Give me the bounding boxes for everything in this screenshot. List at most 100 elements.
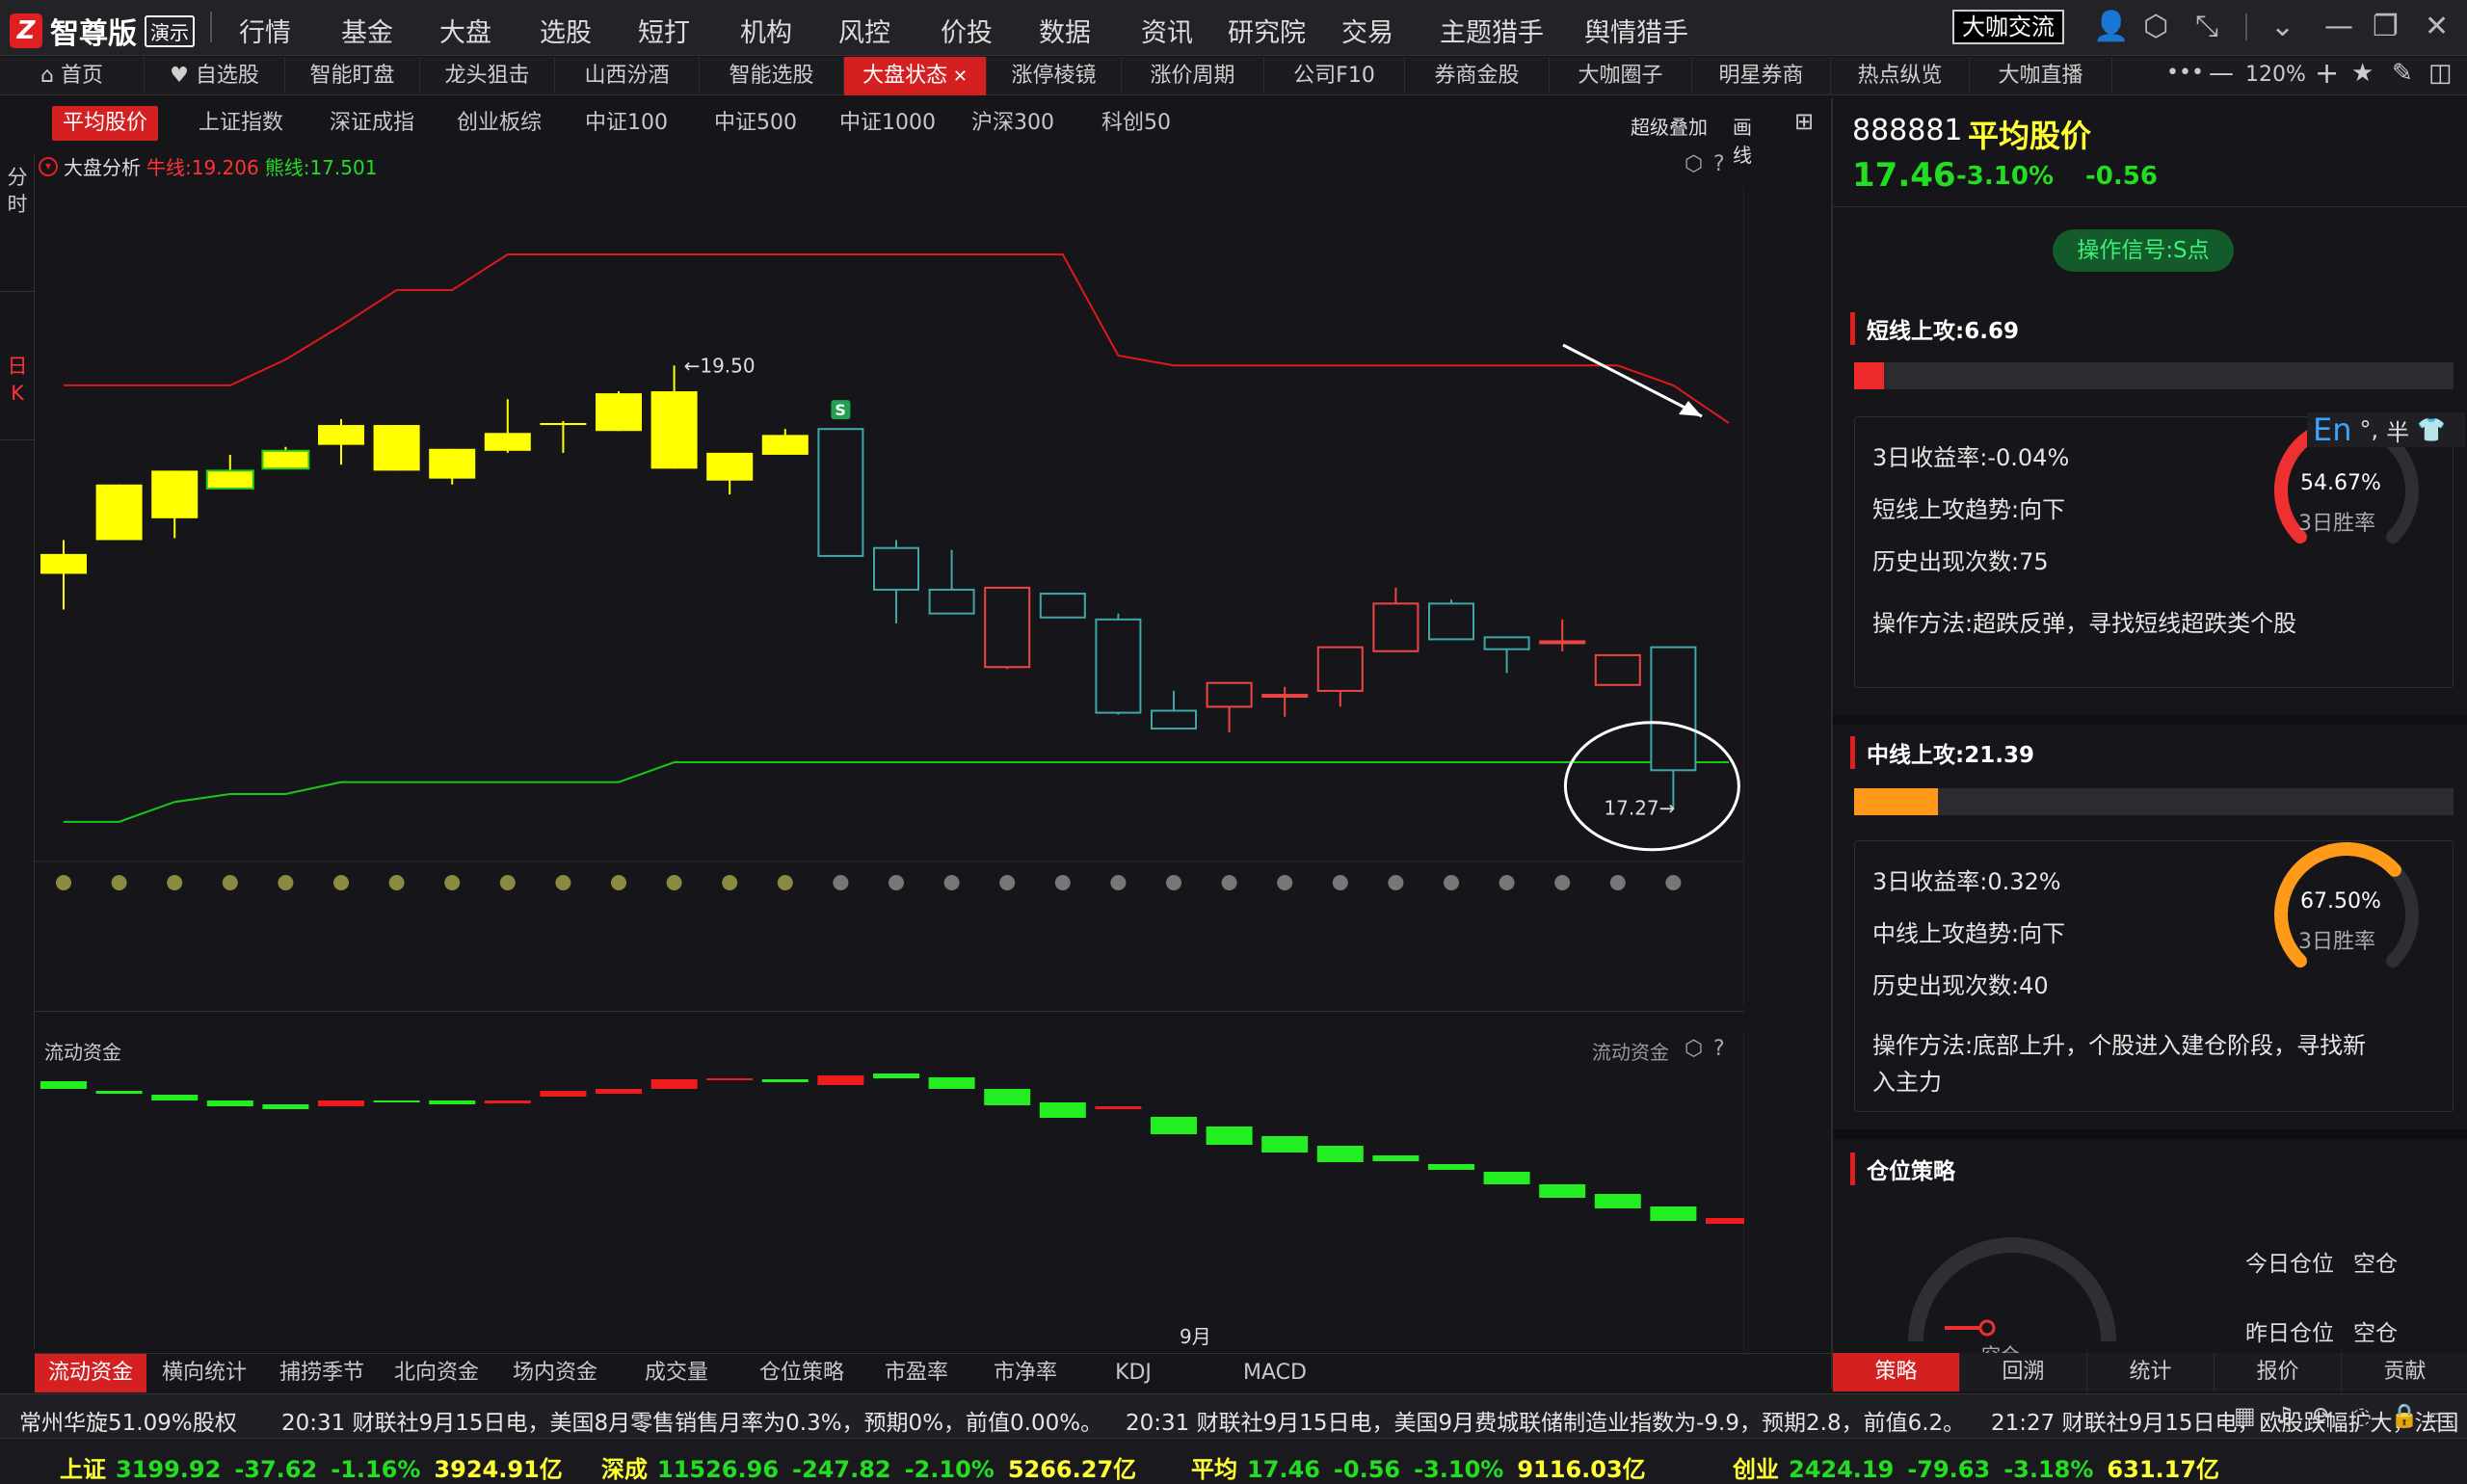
- calendar-icon[interactable]: ▦: [2234, 1402, 2256, 1429]
- collapse-icon[interactable]: ▾: [39, 156, 58, 176]
- tab-7[interactable]: 涨停棱镜: [987, 57, 1122, 95]
- signal-dot: [333, 875, 349, 890]
- index-tab-3[interactable]: 创业板综: [456, 111, 542, 135]
- indicator-tab-4[interactable]: 场内资金: [512, 1361, 597, 1385]
- menu-item-12[interactable]: 主题猎手: [1440, 18, 1544, 48]
- indicator-tab-3[interactable]: 北向资金: [393, 1361, 479, 1385]
- menu-item-10[interactable]: 研究院: [1228, 18, 1306, 48]
- indicator-tab-10[interactable]: MACD: [1243, 1361, 1307, 1385]
- flow-capital-panel[interactable]: 993.22965.64938.06910.48882.90X亿9月 流动资金 …: [35, 1033, 1816, 1351]
- right-tab-4[interactable]: 贡献: [2342, 1353, 2467, 1391]
- right-tab-3[interactable]: 报价: [2215, 1353, 2342, 1391]
- layout-icon[interactable]: ◫: [2428, 59, 2453, 88]
- tab-5[interactable]: 智能选股: [700, 57, 844, 95]
- hexagon-settings-icon[interactable]: ⬡: [2143, 10, 2169, 43]
- index-tab-1[interactable]: 上证指数: [198, 111, 283, 135]
- index-tab-6[interactable]: 中证1000: [839, 111, 936, 135]
- lock-icon[interactable]: 🔒: [2390, 1402, 2419, 1429]
- super-overlay-button[interactable]: 超级叠加: [1631, 116, 1708, 139]
- chat-icon[interactable]: ◌: [2351, 1402, 2372, 1429]
- indicator-tab-8[interactable]: 市净率: [993, 1361, 1057, 1385]
- menu-item-9[interactable]: 资讯: [1141, 18, 1193, 48]
- ime-toolbar[interactable]: En °, 半 👕: [2307, 411, 2465, 448]
- indicator-tab-6[interactable]: 仓位策略: [758, 1361, 844, 1385]
- pen-icon[interactable]: ✎: [2392, 59, 2413, 88]
- bell-icon[interactable]: ♫: [2274, 1402, 2295, 1429]
- menu-item-2[interactable]: 大盘: [439, 18, 491, 48]
- tab-2[interactable]: 智能盯盘: [285, 57, 420, 95]
- indicator-tab-2[interactable]: 捕捞季节: [279, 1361, 364, 1385]
- draw-line-button[interactable]: 画线: [1733, 116, 1752, 167]
- indicator-tab-5[interactable]: 成交量: [644, 1361, 708, 1385]
- flow-settings-icon[interactable]: ⬡: [1684, 1037, 1704, 1061]
- indicator-tab-0[interactable]: 流动资金: [35, 1354, 146, 1392]
- news-item[interactable]: 21:27 财联社9月15日电，欧股跌幅扩大，法国: [1991, 1411, 2459, 1436]
- zoom-in-icon[interactable]: +: [2315, 57, 2340, 91]
- news-item[interactable]: 20:31 财联社9月15日电，美国9月费城联储制造业指数为-9.9，预期2.8…: [1126, 1411, 1966, 1436]
- indicator-tab-7[interactable]: 市盈率: [884, 1361, 948, 1385]
- index-status-1[interactable]: 深成 11526.96 -247.82 -2.10% 5266.27亿: [601, 1450, 1136, 1484]
- tab-8[interactable]: 涨价周期: [1122, 57, 1264, 95]
- tab-close-icon[interactable]: ✕: [947, 66, 968, 87]
- right-tab-2[interactable]: 统计: [2087, 1353, 2215, 1391]
- menu-item-7[interactable]: 价投: [941, 18, 993, 48]
- zoom-out-icon[interactable]: —: [2209, 59, 2234, 88]
- menu-item-1[interactable]: 基金: [341, 18, 393, 48]
- chevron-down-icon[interactable]: ⌄: [2270, 10, 2295, 43]
- index-tab-4[interactable]: 中证100: [585, 111, 668, 135]
- flow-help-icon[interactable]: ?: [1713, 1037, 1725, 1061]
- tab-14[interactable]: 大咖直播: [1970, 57, 2112, 95]
- menu-item-5[interactable]: 机构: [740, 18, 792, 48]
- menu-item-0[interactable]: 行情: [239, 18, 291, 48]
- news-ticker[interactable]: 常州华旋51.09%股权 20:31 财联社9月15日电，美国8月零售销售月率为0…: [0, 1393, 2467, 1438]
- menu-item-11[interactable]: 交易: [1341, 18, 1393, 48]
- chart-settings-icon[interactable]: ⬡: [1684, 152, 1704, 176]
- help-icon[interactable]: ?: [1713, 152, 1725, 176]
- tab-9[interactable]: 公司F10: [1264, 57, 1405, 95]
- tab-12[interactable]: 明星券商: [1692, 57, 1831, 95]
- refresh-icon[interactable]: ⟳: [2313, 1402, 2333, 1429]
- index-tab-7[interactable]: 沪深300: [971, 111, 1054, 135]
- index-tab-2[interactable]: 深证成指: [329, 111, 414, 135]
- index-tab-0[interactable]: 平均股价: [52, 106, 158, 141]
- app-logo[interactable]: Z 智尊版 演示: [10, 10, 195, 52]
- tab-4[interactable]: 山西汾酒: [555, 57, 700, 95]
- index-status-0[interactable]: 上证 3199.92 -37.62 -1.16% 3924.91亿: [60, 1450, 563, 1484]
- menu-item-4[interactable]: 短打: [638, 18, 690, 48]
- star-icon[interactable]: ★: [2351, 59, 2374, 88]
- right-tab-0[interactable]: 策略: [1833, 1353, 1960, 1391]
- news-item[interactable]: 20:31 财联社9月15日电，美国8月零售销售月率为0.3%，预期0%，前值0…: [281, 1411, 1103, 1436]
- candle: [596, 391, 642, 432]
- tab-11[interactable]: 大咖圈子: [1550, 57, 1692, 95]
- restore-icon[interactable]: ❐: [2373, 10, 2399, 43]
- shrink-icon[interactable]: ⤡: [2195, 10, 2218, 43]
- kline-chart[interactable]: 20.2219.8719.5319.1818.8318.4918.1417.80…: [35, 148, 1744, 1012]
- tab-0[interactable]: ⌂ 首页: [0, 57, 145, 95]
- right-tab-1[interactable]: 回溯: [1960, 1353, 2087, 1391]
- menu-item-8[interactable]: 数据: [1039, 18, 1091, 48]
- indicator-tab-1[interactable]: 横向统计: [161, 1361, 247, 1385]
- menu-item-6[interactable]: 风控: [838, 18, 890, 48]
- indicator-tab-9[interactable]: KDJ: [1115, 1361, 1152, 1385]
- grid-icon[interactable]: ⊞: [1794, 108, 1815, 135]
- index-tab-8[interactable]: 科创50: [1101, 111, 1171, 135]
- minimize-icon[interactable]: —: [2324, 10, 2353, 43]
- close-icon[interactable]: ✕: [2425, 10, 2450, 43]
- period-fenshi[interactable]: 分时: [7, 166, 28, 216]
- tab-3[interactable]: 龙头狙击: [420, 57, 555, 95]
- menu-item-3[interactable]: 选股: [540, 18, 592, 48]
- user-icon[interactable]: 👤: [2093, 10, 2130, 43]
- index-status-2[interactable]: 平均 17.46 -0.56 -3.10% 9116.03亿: [1191, 1450, 1646, 1484]
- menu-item-13[interactable]: 舆情猎手: [1584, 18, 1688, 48]
- tab-13[interactable]: 热点纵览: [1831, 57, 1970, 95]
- index-status-3[interactable]: 创业 2424.19 -79.63 -3.18% 631.17亿: [1733, 1450, 2219, 1484]
- tab-10[interactable]: 券商金股: [1405, 57, 1550, 95]
- dkjl-button[interactable]: 大咖交流: [1952, 10, 2064, 44]
- tab-6[interactable]: 大盘状态 ✕: [844, 57, 987, 95]
- news-item[interactable]: 常州华旋51.09%股权: [19, 1411, 237, 1436]
- more-icon[interactable]: •••: [2166, 61, 2204, 85]
- index-tab-5[interactable]: 中证500: [714, 111, 797, 135]
- tab-1[interactable]: ♥ 自选股: [145, 57, 285, 95]
- screen-icon[interactable]: ▭: [2428, 1402, 2451, 1429]
